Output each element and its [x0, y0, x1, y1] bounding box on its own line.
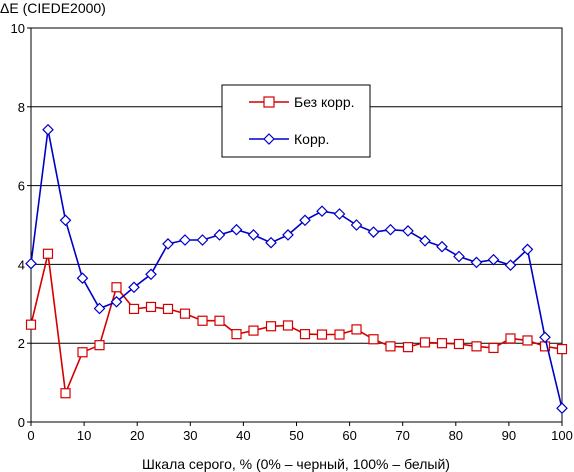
- point-s0-31: [556, 344, 568, 355]
- point-s1-2: [59, 214, 72, 227]
- point-s1-26: [470, 256, 483, 269]
- y-tick-label-1: 2: [18, 336, 25, 351]
- point-s0-18: [334, 329, 345, 340]
- series-layer: [25, 123, 568, 415]
- legend-label-korr: Корр.: [294, 131, 329, 147]
- point-s1-29: [521, 243, 534, 256]
- legend-marker-diamond: [263, 133, 275, 145]
- point-s0-29: [522, 335, 533, 346]
- point-s1-20: [367, 226, 380, 238]
- x-tick-label-3: 30: [183, 428, 197, 443]
- point-s0-10: [197, 315, 208, 326]
- point-s1-27: [487, 253, 500, 266]
- point-s0-5: [111, 282, 122, 293]
- x-tick-label-10: 100: [551, 428, 573, 443]
- x-tick-label-2: 20: [130, 428, 144, 443]
- point-s1-6: [128, 281, 140, 294]
- y-tick-label-3: 6: [18, 179, 25, 194]
- point-s1-8: [162, 238, 174, 250]
- point-s0-4: [94, 340, 105, 351]
- point-s0-11: [214, 315, 225, 326]
- point-s1-21: [384, 223, 397, 236]
- y-axis-title: ΔE (CIEDE2000): [0, 0, 106, 16]
- x-tick-label-9: 90: [502, 428, 516, 443]
- point-s1-3: [76, 272, 89, 285]
- point-s0-25: [453, 338, 465, 350]
- legend-label-bez-korr: Без корр.: [294, 94, 355, 110]
- point-s1-17: [316, 205, 328, 218]
- point-s0-6: [128, 303, 140, 315]
- point-s1-25: [453, 250, 465, 263]
- point-s1-7: [145, 268, 157, 281]
- point-s0-20: [368, 334, 379, 345]
- point-s0-12: [231, 329, 242, 340]
- y-tick-label-5: 10: [11, 21, 25, 36]
- point-s1-9: [179, 234, 191, 246]
- point-s0-0: [25, 319, 37, 330]
- point-s1-28: [504, 259, 517, 272]
- point-s0-23: [419, 337, 431, 348]
- legend-box: [221, 84, 371, 158]
- point-s0-17: [316, 329, 328, 340]
- point-s1-12: [230, 223, 243, 236]
- point-s1-14: [265, 236, 277, 249]
- legend: Без корр. Корр.: [221, 84, 371, 158]
- point-s1-10: [196, 234, 209, 246]
- point-s1-23: [419, 234, 431, 247]
- point-s0-14: [265, 321, 277, 332]
- point-s1-4: [93, 302, 106, 315]
- point-s1-15: [282, 229, 294, 241]
- y-tick-label-2: 4: [18, 257, 25, 272]
- series-0: [25, 248, 568, 399]
- point-s1-19: [350, 219, 363, 231]
- point-s0-27: [488, 342, 499, 354]
- point-s1-31: [556, 402, 568, 415]
- x-tick-label-4: 40: [236, 428, 250, 443]
- x-axis-title: Шкала серого, % (0% – черный, 100% – бел…: [142, 456, 450, 472]
- x-axis-ticks: 0 10 20 30 40 50 60 70 80 90 100: [27, 422, 573, 443]
- point-s1-13: [247, 229, 260, 241]
- point-s0-9: [179, 308, 191, 319]
- point-s0-13: [248, 325, 259, 336]
- y-axis-ticks: 0 2 4 6 8 10: [11, 21, 31, 430]
- point-s1-1: [42, 123, 54, 136]
- point-s0-22: [402, 342, 414, 353]
- x-tick-label-7: 70: [395, 428, 409, 443]
- point-s1-22: [402, 225, 414, 237]
- x-tick-label-0: 0: [27, 428, 34, 443]
- point-s0-7: [145, 301, 157, 313]
- x-tick-label-5: 50: [289, 428, 303, 443]
- point-s0-8: [162, 303, 174, 315]
- point-s0-24: [436, 338, 448, 349]
- point-s1-5: [110, 295, 123, 308]
- point-s1-30: [539, 331, 551, 344]
- series-1: [25, 123, 568, 415]
- point-s0-19: [351, 324, 362, 335]
- point-s0-1: [42, 248, 54, 259]
- x-tick-label-6: 60: [342, 428, 356, 443]
- point-s0-3: [77, 347, 88, 358]
- y-tick-label-4: 8: [18, 100, 25, 115]
- point-s1-11: [213, 229, 226, 241]
- point-s1-16: [299, 214, 311, 227]
- legend-marker-square: [263, 96, 275, 108]
- point-s1-18: [333, 208, 346, 220]
- point-s1-24: [436, 240, 448, 253]
- y-tick-label-0: 0: [18, 415, 25, 430]
- point-s0-15: [282, 320, 294, 331]
- point-s0-26: [471, 341, 482, 352]
- point-s1-0: [25, 257, 37, 270]
- point-s0-21: [385, 341, 396, 352]
- x-tick-label-1: 10: [77, 428, 91, 443]
- point-s0-16: [299, 329, 311, 340]
- point-s0-2: [60, 388, 71, 399]
- x-tick-label-8: 80: [449, 428, 463, 443]
- point-s0-28: [505, 333, 516, 344]
